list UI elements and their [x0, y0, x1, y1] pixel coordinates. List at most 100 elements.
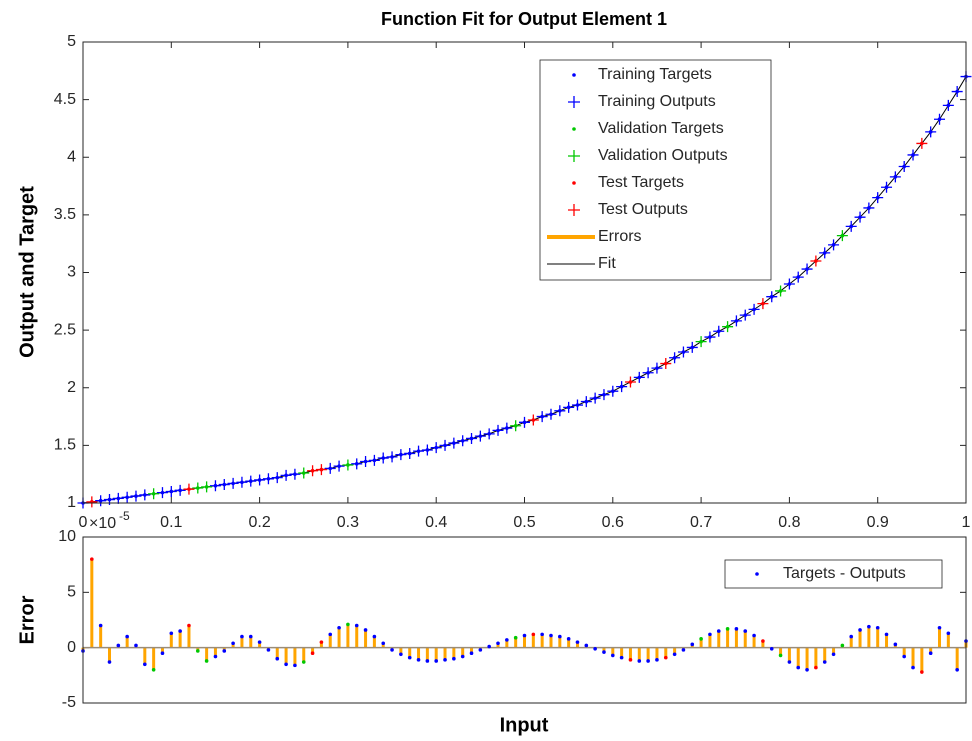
output-marker [492, 424, 504, 436]
legend-label: Errors [598, 228, 642, 245]
output-marker [474, 430, 486, 442]
error-point [390, 648, 394, 652]
error-point [955, 668, 959, 672]
y-tick-label: 1 [67, 494, 76, 511]
error-point [195, 649, 200, 653]
output-marker [669, 352, 681, 364]
error-point [487, 644, 491, 649]
output-marker [686, 341, 698, 353]
error-point [646, 659, 650, 663]
output-marker [704, 331, 716, 343]
y-axis-label: Error [16, 595, 38, 644]
error-point [169, 631, 174, 636]
output-marker [174, 484, 186, 496]
output-marker [792, 271, 804, 283]
error-point [796, 665, 801, 670]
output-marker [227, 477, 239, 489]
output-marker [413, 445, 425, 457]
y-tick-label: 3.5 [54, 206, 76, 223]
legend-label: Test Targets [598, 174, 684, 191]
error-point [328, 632, 333, 637]
output-marker [775, 285, 787, 297]
error-point [266, 648, 271, 652]
error-point [522, 633, 527, 638]
output-marker [218, 479, 230, 491]
error-point [301, 660, 306, 664]
legend-box [539, 59, 772, 281]
output-marker [395, 449, 407, 461]
error-point [240, 634, 244, 639]
error-point [187, 623, 191, 628]
output-marker [404, 447, 416, 459]
error-point [531, 632, 536, 637]
error-point [593, 646, 597, 651]
output-marker [121, 491, 133, 503]
output-marker [457, 435, 469, 447]
error-point [902, 654, 906, 659]
error-point [858, 628, 862, 632]
output-marker [571, 399, 583, 411]
legend-swatch [572, 127, 576, 131]
y-tick-label: 10 [58, 528, 76, 545]
axis-exponent: -5 [119, 509, 130, 523]
output-marker [580, 396, 592, 408]
output-marker [95, 495, 107, 507]
output-marker [783, 278, 795, 290]
error-point [937, 625, 942, 630]
error-point [160, 651, 165, 655]
x-tick-label: 0.6 [602, 514, 624, 531]
error-point [319, 640, 324, 644]
output-marker [254, 474, 266, 486]
error-point [928, 651, 933, 655]
output-marker [854, 211, 866, 223]
error-point [575, 640, 580, 644]
error-point [611, 653, 615, 658]
output-marker [86, 496, 98, 508]
error-point [116, 643, 121, 648]
x-tick-label: 0.2 [248, 514, 270, 531]
output-marker [386, 451, 398, 463]
output-marker [351, 458, 363, 470]
output-marker [722, 321, 734, 333]
output-marker [607, 385, 619, 397]
output-marker [298, 467, 310, 479]
error-point [734, 627, 739, 631]
y-axis-label: Output and Target [16, 186, 38, 358]
output-marker [466, 432, 478, 444]
output-marker [651, 362, 663, 374]
y-tick-label: 1.5 [54, 437, 76, 454]
error-point [407, 655, 412, 660]
error-point [354, 623, 359, 628]
chart-title: Function Fit for Output Element 1 [381, 9, 667, 29]
output-marker [898, 160, 910, 172]
legend-swatch [572, 73, 576, 77]
error-point [920, 670, 924, 674]
error-point [831, 652, 836, 657]
output-marker [280, 469, 292, 481]
error-point [381, 641, 386, 646]
error-point [513, 635, 518, 640]
output-marker [863, 202, 875, 214]
error-point [849, 634, 854, 639]
error-point [478, 648, 483, 652]
output-marker [510, 420, 522, 432]
output-marker [889, 171, 901, 183]
output-marker [324, 462, 336, 474]
output-marker [598, 389, 610, 401]
output-marker [148, 488, 160, 500]
output-marker [342, 459, 354, 471]
output-marker [660, 358, 672, 370]
y-tick-label: 4 [67, 148, 76, 165]
error-point [655, 658, 659, 662]
output-marker [695, 336, 707, 348]
error-point [761, 639, 765, 643]
output-marker [156, 487, 168, 499]
error-point [399, 652, 403, 657]
error-point [213, 654, 218, 659]
error-point [716, 629, 721, 633]
output-marker [881, 181, 893, 193]
output-marker [616, 381, 628, 393]
legend-swatch [568, 204, 580, 216]
x-tick-label: 0 [79, 514, 88, 531]
